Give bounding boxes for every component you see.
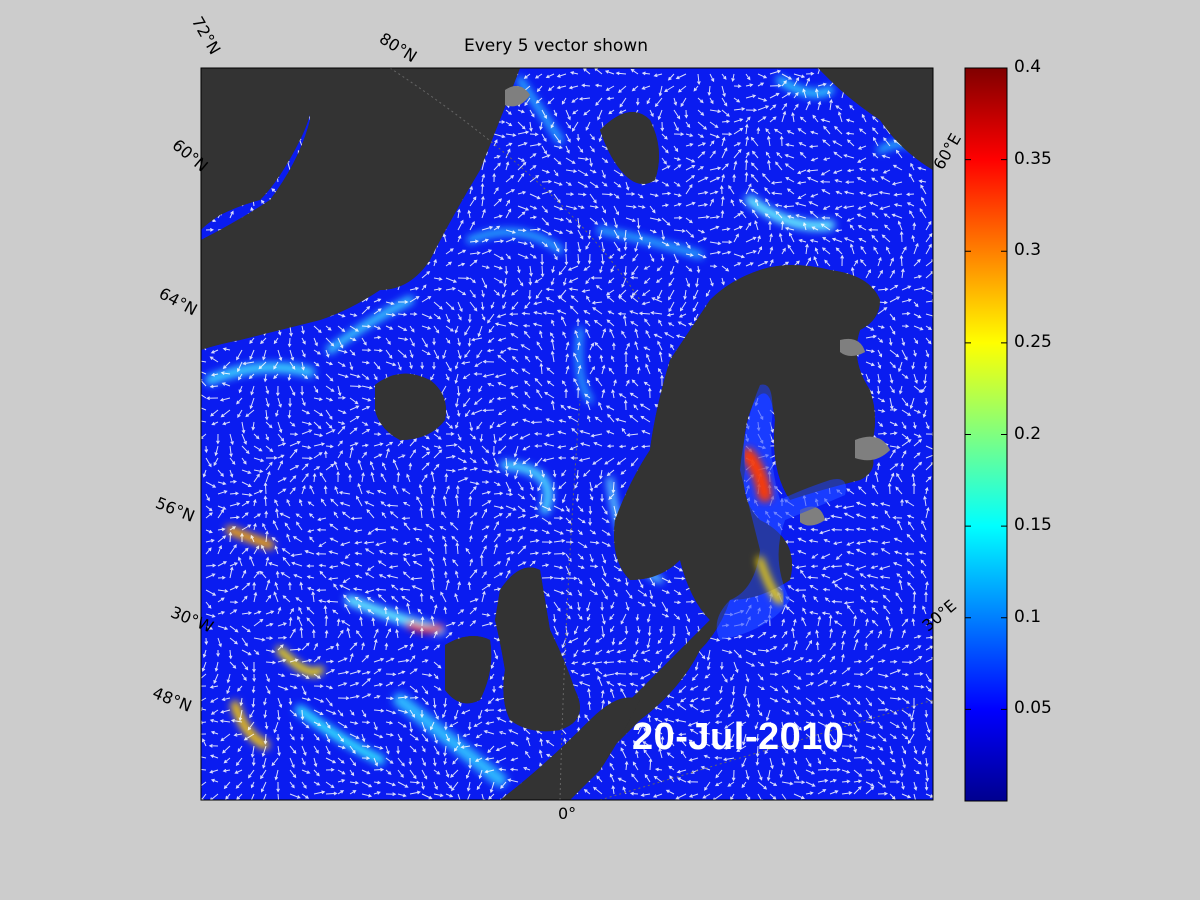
polar-land — [201, 68, 520, 350]
date-label: 20-Jul-2010 — [632, 716, 845, 758]
figure-title: Every 5 vector shown — [464, 36, 648, 56]
map-frame — [200, 67, 934, 801]
baltic-hotspots-overlay — [742, 449, 784, 604]
scandinavia-russia — [500, 240, 933, 800]
greenland — [201, 68, 314, 230]
ice-patches-overlay — [505, 86, 890, 526]
label-lon-0: 0° — [558, 804, 577, 823]
colorbar-gradient — [964, 67, 1008, 802]
colorbar-tick-label: 0.3 — [1014, 240, 1042, 261]
colorbar-tick-label: 0.25 — [1014, 331, 1052, 352]
colorbar-tick-label: 0.4 — [1014, 57, 1042, 77]
colorbar — [964, 67, 1008, 802]
iceland — [375, 373, 446, 440]
graticule — [389, 68, 933, 800]
great-britain — [495, 567, 580, 732]
map-area — [201, 68, 933, 800]
continent-south — [500, 697, 640, 800]
ireland — [445, 636, 492, 704]
baltic-sea-overlay — [716, 384, 846, 640]
colorbar-tick-label: 0.2 — [1014, 423, 1042, 444]
colorbar-tick-label: 0.05 — [1014, 698, 1052, 719]
svalbard — [600, 112, 659, 184]
colorbar-ticks — [965, 67, 1007, 710]
novaya-zemlya — [818, 68, 933, 170]
colorbar-tick-label: 0.15 — [1014, 515, 1052, 536]
land-masses-overlay — [201, 68, 933, 800]
colorbar-tick-label: 0.35 — [1014, 148, 1052, 169]
colorbar-tick-label: 0.1 — [1014, 606, 1042, 627]
